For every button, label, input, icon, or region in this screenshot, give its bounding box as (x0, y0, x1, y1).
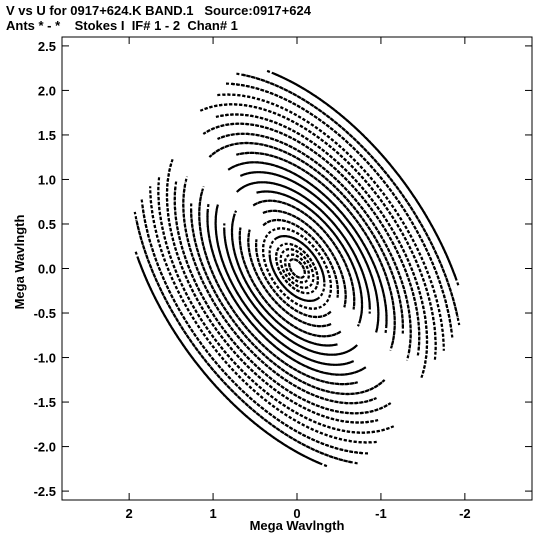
y-tick-label: 1.0 (38, 172, 56, 187)
y-tick-label: 2.0 (38, 83, 56, 98)
uv-track (262, 227, 332, 310)
x-tick-label: 2 (126, 506, 133, 521)
uv-track (266, 69, 457, 279)
chart-title: V vs U for 0917+624.K BAND.1 Source:0917… (6, 3, 311, 18)
uv-track (214, 202, 355, 366)
uv-track (206, 209, 364, 376)
x-tick-label: 1 (209, 506, 216, 521)
x-axis: 2 1 0 -1 -2 (126, 37, 471, 521)
uv-track (262, 218, 339, 299)
uv-track (235, 151, 396, 348)
uv-track (198, 189, 359, 386)
uv-track (206, 203, 367, 376)
y-tick-label: -2.0 (34, 440, 56, 455)
uv-track (227, 161, 388, 334)
uv-track (275, 242, 320, 294)
uv-points (133, 69, 461, 468)
uv-track (202, 122, 421, 357)
uv-track (157, 182, 395, 434)
y-tick-label: -2.5 (34, 484, 56, 499)
uv-track (223, 223, 358, 356)
uv-track (288, 258, 306, 279)
x-tick-label: 0 (293, 506, 300, 521)
uv-track (230, 161, 388, 328)
uv-track (273, 72, 460, 288)
uv-track (252, 199, 356, 310)
uv-track (239, 171, 380, 335)
uv-track (149, 192, 377, 444)
uv-track (258, 190, 364, 324)
uv-track (279, 248, 314, 289)
uv-track (190, 202, 386, 396)
uv-track (182, 176, 377, 405)
uv-track (262, 227, 332, 310)
uv-track (256, 190, 364, 327)
uv-track (199, 103, 437, 355)
y-tick-label: 2.5 (38, 39, 56, 54)
uv-track (165, 158, 374, 424)
uv-track (247, 228, 332, 328)
uv-track (288, 258, 306, 279)
x-tick-label: -2 (459, 506, 471, 521)
uv-track (208, 141, 404, 335)
uv-track (255, 238, 332, 319)
uv-track (217, 93, 445, 345)
uv-track (242, 171, 380, 331)
y-tick-label: -1.0 (34, 351, 56, 366)
uv-track (135, 219, 358, 465)
uv-track (284, 253, 311, 284)
uv-track (165, 163, 379, 424)
uv-track (214, 206, 352, 366)
y-tick-label: 1.5 (38, 128, 56, 143)
uv-track (215, 113, 429, 374)
y-tick-label: -1.5 (34, 395, 56, 410)
y-axis: 2.5 2.0 1.5 1.0 0.5 0.0 -0.5 -1.0 -1.5 -2.0 -2.5 (34, 39, 532, 499)
uv-track (220, 113, 429, 379)
uv-track (173, 180, 392, 415)
uv-track (134, 249, 321, 465)
uv-track (268, 235, 326, 302)
uv-track (217, 132, 412, 361)
chart-subtitle: Ants * - * Stokes I IF# 1 - 2 Chan# 1 (6, 18, 238, 33)
uv-track (236, 181, 371, 314)
uv-track (230, 210, 338, 347)
y-axis-label: Mega Wavlngth (12, 215, 27, 310)
uv-track (137, 258, 328, 468)
uv-track (236, 72, 459, 318)
uv-track (262, 209, 347, 309)
y-tick-label: -0.5 (34, 306, 56, 321)
x-tick-label: -1 (375, 506, 387, 521)
y-tick-label: 0.0 (38, 262, 56, 277)
uv-track (230, 213, 336, 347)
y-tick-label: 0.5 (38, 217, 56, 232)
x-axis-label: Mega Wavlngth (250, 518, 345, 533)
uv-track (238, 227, 342, 338)
